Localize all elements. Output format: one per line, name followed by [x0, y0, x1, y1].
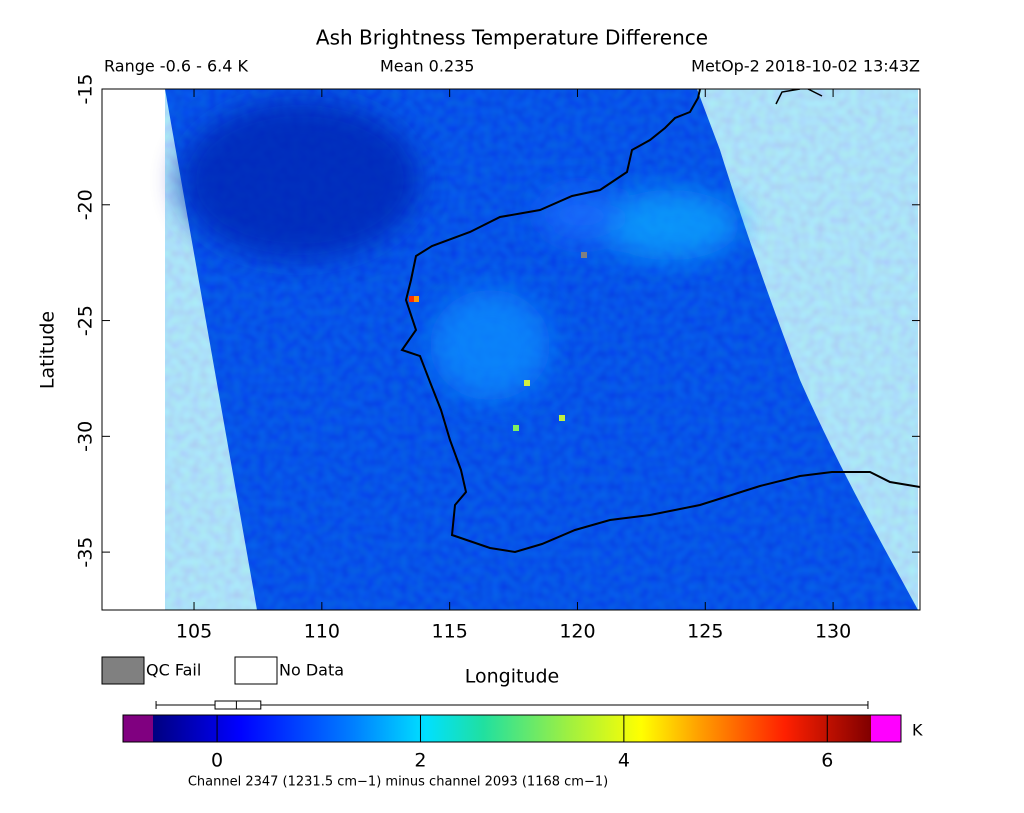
over-color	[871, 715, 901, 742]
colorbar-frame	[122, 714, 902, 743]
colorbar-tick-label: 0	[211, 750, 223, 772]
colorbar: K 0 2 4 6	[122, 700, 923, 772]
legend-swatch	[101, 656, 145, 685]
boxplot-box	[214, 700, 262, 710]
hot-pixel	[414, 296, 419, 302]
colorbar-gradient	[153, 715, 871, 742]
y-tick-label: -20	[75, 189, 97, 220]
x-axis-label: Longitude	[465, 666, 560, 688]
coastline	[400, 89, 920, 554]
legend: QC Fail No Data	[101, 656, 344, 685]
footnote: Channel 2347 (1231.5 cm−1) minus channel…	[188, 775, 608, 790]
hot-pixel	[409, 296, 414, 302]
x-tick-label: 115	[432, 621, 468, 643]
hot-pixel	[513, 425, 519, 431]
hot-pixel	[559, 415, 565, 421]
legend-label: No Data	[279, 661, 344, 680]
x-tick-label: 105	[176, 621, 212, 643]
under-color	[123, 715, 153, 742]
y-tick-label: -30	[75, 421, 97, 452]
source-label: MetOp-2 2018-10-02 13:43Z	[691, 57, 920, 76]
colorbar-tick-label: 4	[618, 750, 630, 772]
title: Ash Brightness Temperature Difference	[316, 26, 708, 50]
x-tick-label: 125	[687, 621, 723, 643]
x-tick-label: 120	[559, 621, 595, 643]
plot-frame	[101, 88, 921, 611]
coastline	[775, 89, 823, 105]
x-tick-label: 110	[304, 621, 340, 643]
range-label: Range -0.6 - 6.4 K	[104, 57, 248, 76]
x-tick-label: 130	[815, 621, 851, 643]
qc-fail-pixel	[581, 252, 587, 258]
colorbar-tick-label: 2	[414, 750, 426, 772]
y-tick-label: -15	[75, 73, 97, 104]
y-tick-label: -25	[75, 305, 97, 336]
hot-pixel	[524, 380, 530, 386]
y-tick-label: -35	[75, 537, 97, 568]
colorbar-tick-label: 6	[821, 750, 833, 772]
legend-swatch	[234, 656, 278, 685]
colorbar-unit: K	[912, 721, 923, 740]
y-axis-label: Latitude	[37, 311, 59, 389]
legend-label: QC Fail	[146, 661, 201, 680]
swath	[165, 89, 920, 610]
mean-label: Mean 0.235	[380, 57, 474, 76]
